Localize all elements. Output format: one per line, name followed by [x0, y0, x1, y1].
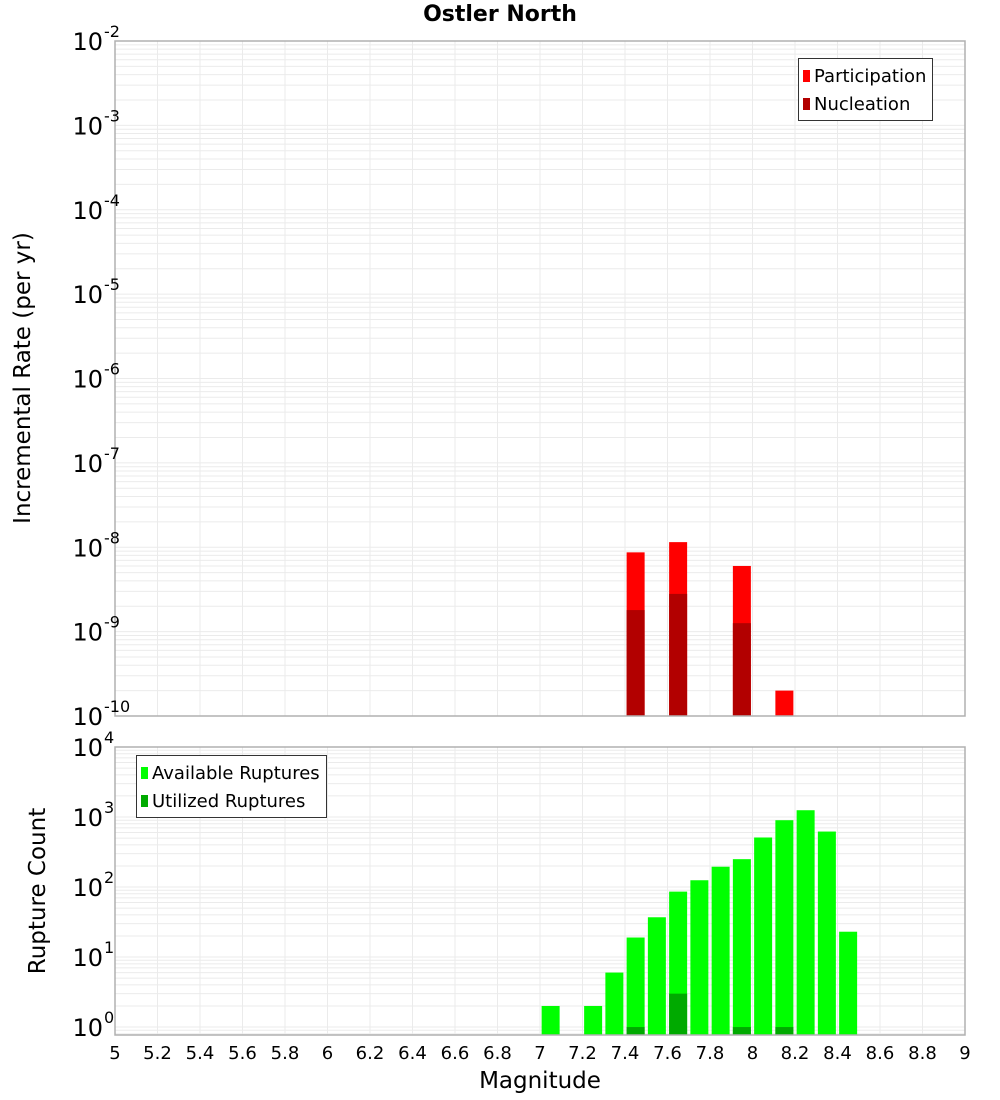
svg-text:10: 10	[72, 1014, 103, 1042]
svg-text:9: 9	[959, 1043, 970, 1064]
svg-text:10: 10	[72, 366, 103, 394]
bar	[626, 610, 645, 716]
svg-text:-8: -8	[104, 528, 120, 547]
svg-text:2: 2	[104, 868, 114, 887]
bar	[711, 866, 730, 1035]
bar	[732, 623, 751, 716]
participation-swatch-icon	[803, 70, 810, 82]
bar	[584, 1005, 603, 1035]
legend-label: Utilized Ruptures	[152, 790, 306, 812]
legend-item-utilized: Utilized Ruptures	[141, 787, 320, 815]
svg-text:10: 10	[72, 28, 103, 56]
svg-text:5: 5	[109, 1043, 120, 1064]
svg-text:7: 7	[534, 1043, 545, 1064]
svg-text:10: 10	[72, 703, 103, 731]
bar	[796, 810, 815, 1035]
bar	[647, 917, 666, 1035]
bottom-y-axis-label: Rupture Count	[25, 807, 51, 975]
svg-text:10: 10	[72, 281, 103, 309]
svg-text:10: 10	[72, 874, 103, 902]
svg-text:8.2: 8.2	[781, 1043, 810, 1064]
top-y-axis-label: Incremental Rate (per yr)	[10, 232, 36, 524]
svg-text:8.6: 8.6	[866, 1043, 895, 1064]
nucleation-swatch-icon	[803, 98, 810, 110]
svg-text:5.2: 5.2	[143, 1043, 172, 1064]
svg-text:10: 10	[72, 944, 103, 972]
svg-text:10: 10	[72, 112, 103, 140]
bar	[669, 993, 688, 1035]
bar	[817, 831, 836, 1035]
svg-text:-5: -5	[104, 275, 120, 294]
svg-text:5.6: 5.6	[228, 1043, 257, 1064]
svg-text:-4: -4	[104, 191, 120, 210]
svg-text:-9: -9	[104, 613, 120, 632]
bar	[690, 880, 709, 1035]
svg-text:6: 6	[322, 1043, 333, 1064]
svg-text:10: 10	[72, 619, 103, 647]
svg-text:10: 10	[72, 534, 103, 562]
svg-text:6.6: 6.6	[441, 1043, 470, 1064]
legend-label: Participation	[814, 65, 927, 87]
svg-text:6.8: 6.8	[483, 1043, 512, 1064]
svg-text:8.4: 8.4	[823, 1043, 852, 1064]
bar	[541, 1005, 560, 1035]
top-legend: Participation Nucleation	[798, 58, 934, 121]
bar	[839, 931, 858, 1035]
bar	[775, 690, 794, 716]
svg-text:6.2: 6.2	[356, 1043, 385, 1064]
svg-text:6.4: 6.4	[398, 1043, 427, 1064]
svg-text:10: 10	[72, 804, 103, 832]
bottom-legend: Available Ruptures Utilized Ruptures	[136, 755, 327, 818]
svg-text:8.8: 8.8	[908, 1043, 937, 1064]
svg-text:7.2: 7.2	[568, 1043, 597, 1064]
svg-text:5.4: 5.4	[186, 1043, 215, 1064]
svg-text:10: 10	[72, 450, 103, 478]
legend-label: Available Ruptures	[152, 762, 320, 784]
svg-text:3: 3	[104, 798, 114, 817]
utilized-swatch-icon	[141, 795, 148, 807]
bar	[605, 972, 624, 1035]
bar	[669, 593, 688, 716]
legend-item-nucleation: Nucleation	[803, 90, 926, 118]
svg-text:1: 1	[104, 938, 114, 957]
bar	[754, 837, 773, 1035]
x-axis-label: Magnitude	[479, 1068, 601, 1094]
bar	[775, 1027, 794, 1035]
svg-text:7.8: 7.8	[696, 1043, 725, 1064]
svg-text:-6: -6	[104, 360, 120, 379]
svg-text:10: 10	[72, 734, 103, 762]
svg-text:5.8: 5.8	[271, 1043, 300, 1064]
svg-text:7.4: 7.4	[611, 1043, 640, 1064]
bar	[626, 1027, 645, 1035]
legend-item-participation: Participation	[803, 62, 926, 90]
bar	[626, 937, 645, 1035]
bar	[732, 1027, 751, 1035]
svg-text:10: 10	[72, 197, 103, 225]
svg-text:-7: -7	[104, 444, 120, 463]
svg-text:7.6: 7.6	[653, 1043, 682, 1064]
svg-text:-10: -10	[104, 697, 130, 716]
svg-text:-3: -3	[104, 106, 120, 125]
bar	[775, 820, 794, 1035]
bar	[732, 859, 751, 1035]
svg-text:0: 0	[104, 1008, 114, 1027]
chart-title: Ostler North	[423, 2, 577, 27]
legend-label: Nucleation	[814, 93, 911, 115]
svg-text:-2: -2	[104, 22, 120, 41]
svg-text:8: 8	[747, 1043, 758, 1064]
svg-text:4: 4	[104, 728, 114, 747]
legend-item-available: Available Ruptures	[141, 759, 320, 787]
x-tick-labels: 5 5.2 5.4 5.6 5.8 6 6.2 6.4 6.6 6.8 7 7.2 7.4 7.6 7.8 8…	[109, 1043, 970, 1064]
available-swatch-icon	[141, 767, 148, 779]
